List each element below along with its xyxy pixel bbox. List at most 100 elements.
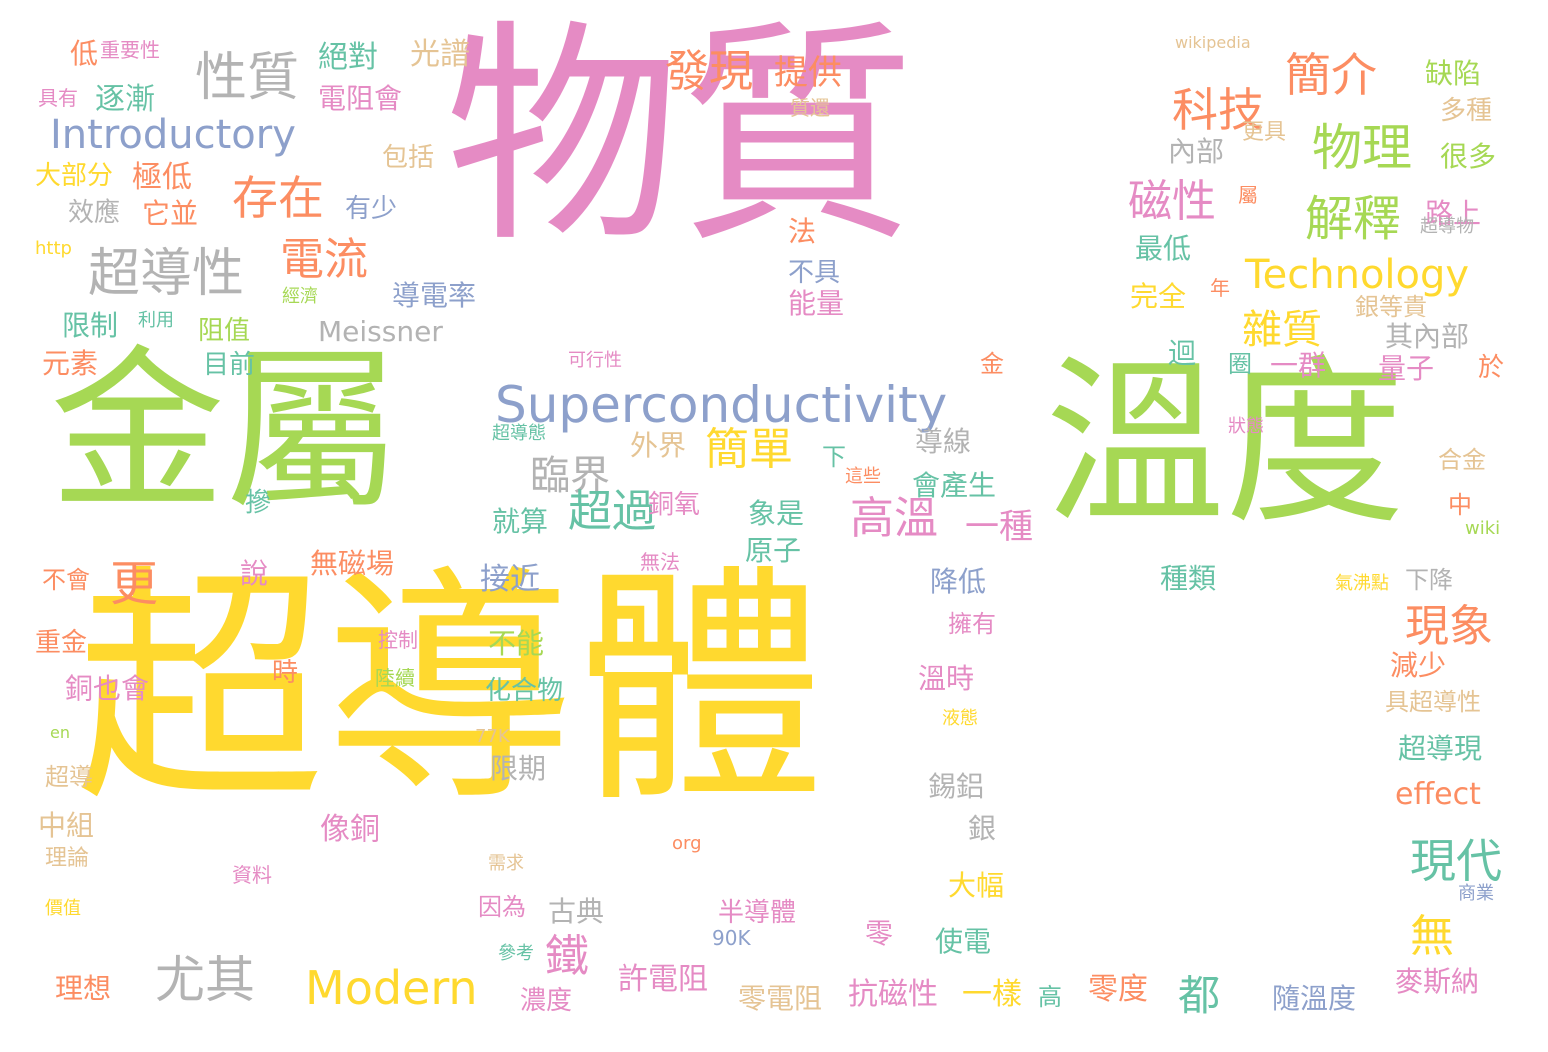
word-cloud-word: 有少 bbox=[345, 194, 398, 224]
word-cloud-word: 理想 bbox=[55, 972, 112, 1005]
word-cloud-word: 下 bbox=[822, 443, 846, 471]
word-cloud-word: 價值 bbox=[45, 898, 81, 919]
word-cloud-word: 簡介 bbox=[1285, 48, 1377, 102]
word-cloud-word: 更具 bbox=[1242, 120, 1287, 145]
word-cloud-word: 會產生 bbox=[912, 469, 997, 502]
word-cloud-word: 化合物 bbox=[485, 676, 564, 706]
word-cloud-word: 元素 bbox=[42, 347, 99, 380]
word-cloud-word: 合金 bbox=[1438, 446, 1486, 474]
word-cloud-word: 具有 bbox=[38, 86, 78, 110]
word-cloud-word: 說 bbox=[240, 557, 269, 590]
word-cloud-word: 因為 bbox=[478, 893, 526, 921]
word-cloud-word: 降低 bbox=[930, 565, 987, 598]
word-cloud-word: 極低 bbox=[132, 160, 192, 195]
word-cloud-word: 鐵 bbox=[545, 931, 589, 982]
word-cloud-word: 不能 bbox=[488, 627, 545, 660]
word-cloud-word: 90K bbox=[712, 926, 751, 950]
word-cloud-word: 外界 bbox=[630, 429, 687, 462]
word-cloud-word: 狀態 bbox=[1228, 416, 1264, 437]
word-cloud-word: 雜質 bbox=[1242, 307, 1322, 353]
word-cloud-word: 使電 bbox=[935, 925, 992, 958]
word-cloud-word: 利用 bbox=[138, 310, 174, 331]
word-cloud-word: 現代 bbox=[1410, 834, 1502, 888]
word-cloud-word: 無磁場 bbox=[310, 547, 395, 580]
word-cloud-word: 超導 bbox=[45, 763, 93, 791]
word-cloud-word: 這些 bbox=[845, 466, 881, 487]
word-cloud-word: Modern bbox=[305, 961, 478, 1015]
word-cloud-word: 大部分 bbox=[35, 161, 114, 191]
word-cloud-word: 濃度 bbox=[520, 986, 573, 1016]
word-cloud-word: 摻 bbox=[245, 488, 272, 518]
word-cloud-word: 它並 bbox=[142, 197, 199, 230]
word-cloud-word: 逐漸 bbox=[95, 82, 155, 117]
word-cloud-word: 一種 bbox=[965, 507, 1033, 547]
word-cloud-word: 簡單 bbox=[705, 424, 793, 475]
word-cloud-word: 限期 bbox=[490, 752, 547, 785]
word-cloud-word: 液態 bbox=[942, 708, 978, 729]
word-cloud-word: 磁性 bbox=[1128, 176, 1216, 227]
word-cloud-word: 解釋 bbox=[1305, 191, 1402, 247]
word-cloud-word: 麥斯納 bbox=[1395, 965, 1480, 998]
word-cloud-word: 溫時 bbox=[918, 662, 975, 695]
word-cloud-word: 目前 bbox=[203, 350, 256, 380]
word-cloud-word: 銅氧 bbox=[648, 490, 701, 520]
word-cloud-word: wikipedia bbox=[1175, 33, 1251, 52]
word-cloud-word: 缺陷 bbox=[1425, 57, 1482, 90]
word-cloud-word: 臨界 bbox=[530, 453, 610, 499]
word-cloud-word: 不具 bbox=[788, 258, 841, 288]
word-cloud-word: 量子 bbox=[1378, 352, 1435, 385]
word-cloud-word: 最低 bbox=[1135, 232, 1192, 265]
word-cloud-word: 種類 bbox=[1160, 562, 1217, 595]
word-cloud-word: 圈 bbox=[1228, 350, 1252, 378]
word-cloud-word: 能量 bbox=[788, 287, 845, 320]
word-cloud-word: 經濟 bbox=[282, 286, 318, 307]
word-cloud-word: 商業 bbox=[1458, 883, 1494, 904]
word-cloud-word: 像銅 bbox=[320, 812, 380, 847]
word-cloud-word: 陸續 bbox=[375, 666, 415, 690]
word-cloud-word: 效應 bbox=[68, 198, 121, 228]
word-cloud-word: 金屬 bbox=[50, 331, 400, 534]
word-cloud-word: 電阻會 bbox=[318, 82, 403, 115]
word-cloud-word: 銀 bbox=[968, 812, 997, 845]
word-cloud-word: 需求 bbox=[488, 853, 524, 874]
word-cloud-word: 光譜 bbox=[410, 37, 470, 72]
word-cloud-word: 金 bbox=[980, 350, 1004, 378]
word-cloud-word: 具超導性 bbox=[1385, 688, 1481, 716]
word-cloud-word: wiki bbox=[1465, 518, 1501, 539]
word-cloud-word: 就算 bbox=[492, 505, 549, 538]
word-cloud-word: 銀等貴 bbox=[1355, 293, 1427, 321]
word-cloud-word: 物質 bbox=[445, 1, 915, 274]
word-cloud-word: 提供 bbox=[774, 53, 842, 93]
word-cloud-word: 內部 bbox=[1168, 135, 1225, 168]
word-cloud-word: 很多 bbox=[1440, 140, 1497, 173]
word-cloud-word: 許電阻 bbox=[618, 962, 708, 997]
word-cloud-word: 導線 bbox=[915, 425, 972, 458]
word-cloud-word: 質還 bbox=[790, 96, 830, 120]
word-cloud-word: 半導體 bbox=[718, 898, 797, 928]
word-cloud-word: 更 bbox=[110, 556, 159, 612]
word-cloud-word: 低 bbox=[70, 37, 99, 70]
word-cloud-word: 超導性 bbox=[88, 244, 245, 304]
word-cloud-word: 隨溫度 bbox=[1272, 982, 1357, 1015]
word-cloud-word: 於 bbox=[1478, 353, 1505, 383]
word-cloud-word: 屬 bbox=[1238, 183, 1258, 207]
word-cloud-word: 超導現 bbox=[1398, 732, 1483, 765]
word-cloud-word: 控制 bbox=[378, 628, 418, 652]
word-cloud-word: 中 bbox=[1448, 491, 1472, 519]
word-cloud-word: 零度 bbox=[1088, 972, 1148, 1007]
word-cloud-word: 限制 bbox=[62, 309, 119, 342]
word-cloud-word: 導電率 bbox=[392, 279, 477, 312]
word-cloud-word: 錫鋁 bbox=[928, 770, 985, 803]
word-cloud-word: effect bbox=[1395, 777, 1481, 812]
word-cloud-word: 中組 bbox=[38, 809, 95, 842]
word-cloud-word: 抗磁性 bbox=[848, 977, 938, 1012]
word-cloud-word: 性質 bbox=[195, 48, 300, 108]
word-cloud-word: 時 bbox=[272, 658, 299, 688]
word-cloud-word: 擁有 bbox=[948, 610, 996, 638]
word-cloud-word: 物理 bbox=[1312, 119, 1412, 177]
word-cloud-word: 完全 bbox=[1130, 280, 1187, 313]
word-cloud-word: 電流 bbox=[280, 234, 368, 285]
word-cloud-word: 科技 bbox=[1172, 83, 1264, 137]
word-cloud-word: Meissner bbox=[318, 315, 443, 348]
